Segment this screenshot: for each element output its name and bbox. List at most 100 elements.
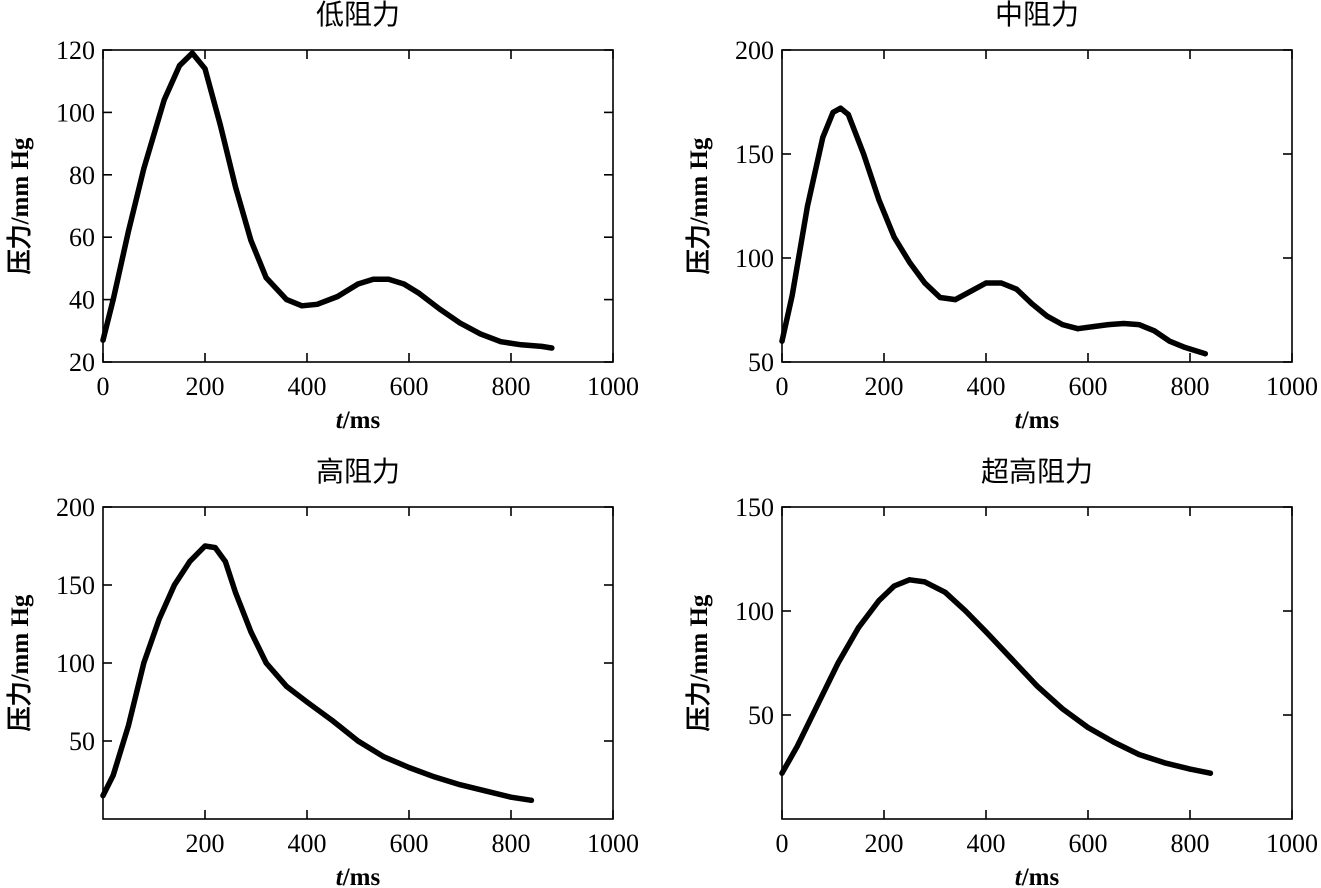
data-point [482, 788, 489, 794]
data-point [1182, 344, 1188, 350]
x-tick-label: 400 [288, 372, 327, 401]
data-point [508, 794, 514, 800]
data-point [380, 754, 387, 760]
data-point [284, 683, 290, 690]
x-tick-label: 400 [967, 829, 1006, 858]
data-point [1167, 338, 1173, 344]
data-point [855, 625, 862, 631]
data-point [1136, 751, 1142, 758]
x-axis-label-variable: t [1015, 864, 1023, 888]
x-axis-label: t/ms [1015, 864, 1060, 888]
data-point [815, 702, 821, 708]
data-point [983, 629, 989, 635]
data-point [217, 122, 223, 128]
plot-frame [781, 49, 1293, 363]
x-axis-label-variable: t [336, 864, 344, 888]
y-tick-label: 200 [735, 36, 774, 65]
data-point [1121, 320, 1127, 327]
x-tick-label: 800 [492, 372, 531, 401]
y-tick-label: 60 [69, 223, 95, 252]
x-tick-label: 0 [776, 372, 789, 401]
data-point [835, 660, 841, 666]
data-point [528, 797, 535, 803]
data-point [401, 281, 407, 287]
y-tick-label: 150 [735, 140, 774, 169]
data-point [233, 184, 239, 190]
data-point [125, 722, 132, 729]
data-point [952, 297, 959, 303]
chart-title: 超高阻力 [981, 455, 1093, 488]
data-point [891, 583, 897, 589]
y-axis-label: 压力/mm Hg [6, 594, 34, 731]
data-point [416, 290, 422, 296]
data-point [1110, 739, 1117, 745]
data-point [1029, 301, 1035, 307]
data-point [838, 105, 844, 111]
data-point [922, 579, 928, 585]
x-tick-label: 200 [865, 829, 904, 858]
y-axis-label: 压力/mm Hg [685, 594, 713, 731]
data-point [498, 339, 504, 345]
x-tick-label: 600 [1069, 372, 1108, 401]
data-point [304, 699, 310, 705]
x-axis-label-variable: t [336, 407, 344, 434]
data-point [263, 660, 269, 666]
data-point [248, 629, 254, 635]
data-point [437, 306, 443, 312]
data-point [329, 718, 336, 724]
x-tick-label: 0 [776, 829, 789, 858]
data-point [176, 63, 183, 69]
pressure-curve [100, 543, 535, 804]
data-point [1014, 286, 1020, 292]
data-point [922, 280, 928, 286]
x-tick-label: 800 [492, 829, 531, 858]
x-tick-label: 200 [186, 829, 225, 858]
data-point [161, 97, 167, 103]
x-tick-label: 0 [97, 372, 110, 401]
pressure-curve [779, 105, 1209, 357]
x-tick-label: 200 [865, 372, 904, 401]
y-axis-label: 压力/mm Hg [6, 137, 34, 274]
y-axis-label: 压力/mm Hg [685, 137, 713, 274]
chart-title: 高阻力 [316, 455, 400, 488]
data-point [189, 50, 195, 56]
data-point [248, 237, 254, 243]
data-point [100, 793, 106, 799]
data-point [876, 197, 882, 203]
data-point [804, 203, 811, 209]
x-axis-label-unit: /ms [1021, 407, 1060, 434]
data-point [156, 616, 162, 622]
chart-panel-2: 中阻力 0 200 400 600 800 1000 50 100 150 200 t/ms 压力/mm… [685, 0, 1318, 434]
data-point [1151, 328, 1157, 334]
data-point [906, 577, 913, 583]
x-tick-label: 1000 [587, 372, 639, 401]
data-point [998, 280, 1004, 286]
data-point [125, 228, 132, 234]
x-axis-label: t/ms [1015, 407, 1060, 434]
data-point [187, 559, 193, 565]
data-point [406, 764, 412, 771]
data-point [1059, 322, 1066, 328]
data-point [477, 331, 483, 337]
data-point [202, 66, 208, 72]
pressure-curve [779, 577, 1214, 776]
data-point [1008, 656, 1015, 662]
data-point [937, 294, 943, 301]
y-tick-label: 80 [69, 161, 95, 190]
data-point [876, 598, 882, 604]
data-point [1187, 766, 1193, 772]
x-tick-label: 600 [390, 372, 429, 401]
x-axis-label: t/ms [336, 864, 381, 888]
data-point [110, 297, 116, 303]
x-tick-label: 1000 [1266, 829, 1318, 858]
data-point [968, 288, 974, 294]
data-point [518, 342, 524, 348]
data-point [386, 276, 392, 282]
data-point [335, 293, 341, 300]
data-point [314, 301, 320, 307]
chart-panel-1: 低阻力 0 200 400 600 800 1000 20 40 60 80 100 120 t/ms 压力… [6, 0, 639, 434]
y-tick-label: 50 [748, 348, 774, 377]
x-tick-label: 1000 [587, 829, 639, 858]
x-tick-label: 200 [186, 372, 225, 401]
data-point [539, 343, 545, 349]
